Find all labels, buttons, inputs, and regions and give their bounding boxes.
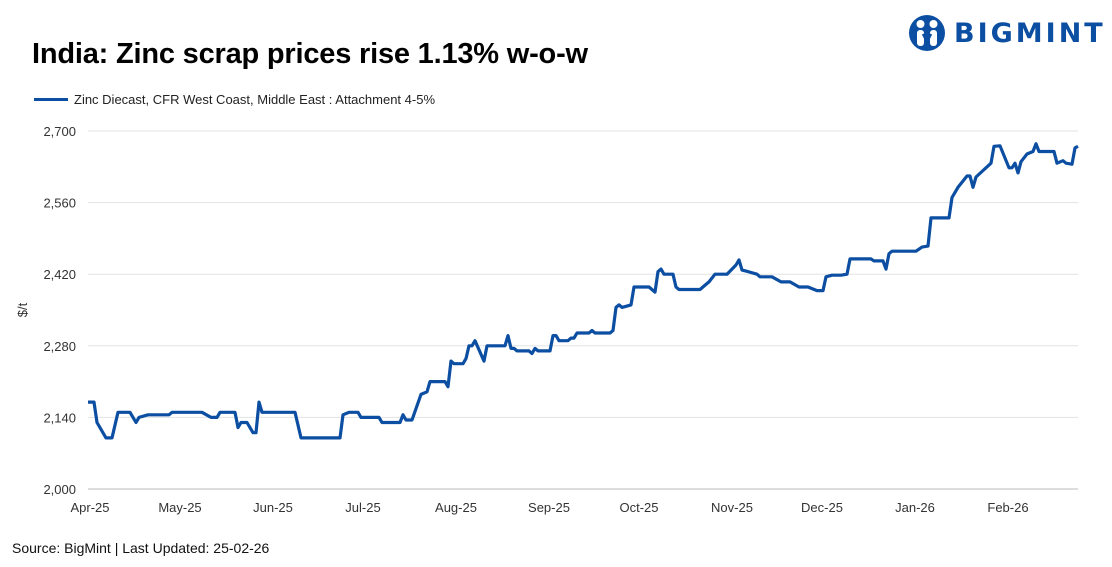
x-tick-label: Sep-25: [528, 500, 570, 515]
series-line-zinc-diecast: [88, 142, 1079, 440]
legend-label: Zinc Diecast, CFR West Coast, Middle Eas…: [74, 92, 435, 107]
legend: Zinc Diecast, CFR West Coast, Middle Eas…: [34, 92, 435, 107]
bigmint-logo-icon: [909, 15, 945, 51]
x-tick-label: Apr-25: [70, 500, 109, 515]
x-tick-label: Aug-25: [435, 500, 477, 515]
y-axis-label: $/t: [15, 302, 30, 317]
y-tick-label: 2,420: [43, 267, 76, 282]
logo-text: BIGMINT: [954, 17, 1106, 49]
y-axis-ticks: 2,000 2,140 2,280 2,420 2,560 2,700: [43, 124, 76, 497]
gridlines: [88, 130, 1078, 490]
bigmint-logo: BIGMINT: [908, 14, 1106, 52]
x-axis-ticks: Apr-25 May-25 Jun-25 Jul-25 Aug-25 Sep-25 Oct-…: [70, 500, 1028, 515]
y-tick-label: 2,280: [43, 339, 76, 354]
x-tick-label: Jul-25: [345, 500, 380, 515]
x-tick-label: Feb-26: [987, 500, 1028, 515]
source-note: Source: BigMint | Last Updated: 25-02-26: [12, 540, 270, 556]
y-tick-label: 2,700: [43, 124, 76, 139]
legend-swatch: [34, 98, 68, 101]
x-tick-label: Nov-25: [711, 500, 753, 515]
chart-title: India: Zinc scrap prices rise 1.13% w-o-…: [32, 38, 588, 70]
x-tick-label: May-25: [158, 500, 201, 515]
y-tick-label: 2,560: [43, 196, 76, 211]
y-tick-label: 2,000: [43, 482, 76, 497]
x-tick-label: Dec-25: [801, 500, 843, 515]
x-tick-label: Jan-26: [895, 500, 935, 515]
x-tick-label: Oct-25: [619, 500, 658, 515]
y-tick-label: 2,140: [43, 410, 76, 425]
x-tick-label: Jun-25: [253, 500, 293, 515]
